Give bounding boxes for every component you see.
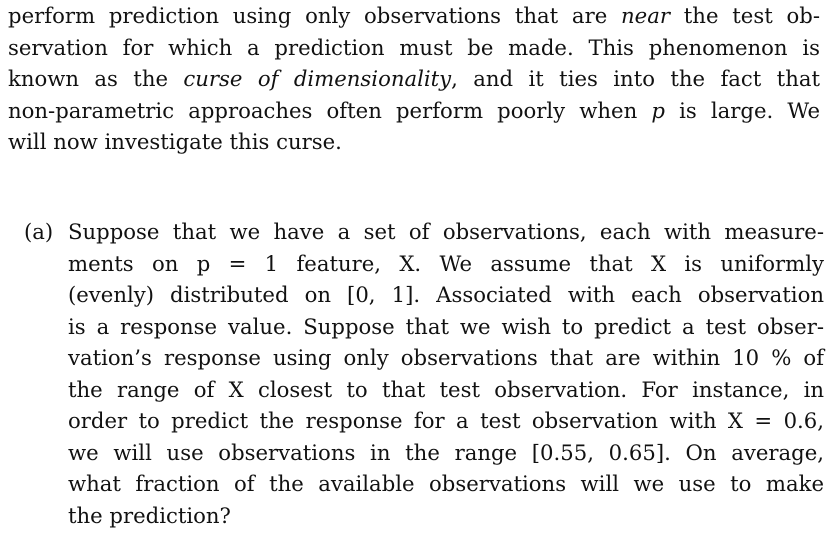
intro-line-5: will now investigate this curse. xyxy=(8,129,342,154)
emphasis-curse-of-dimensionality: curse of dimensionality xyxy=(183,66,452,91)
question-a-marker: (a) xyxy=(24,219,54,244)
question-a-line-3: (evenly) distributed on [0, 1]. Associat… xyxy=(68,282,824,307)
question-a-body: Suppose that we have a set of observatio… xyxy=(68,216,824,531)
intro-line-3: known as the curse of dimensionality, an… xyxy=(8,66,820,91)
question-a-line-8: we will use observations in the range [0… xyxy=(68,439,824,465)
question-a-line-6: the range of X closest to that test obse… xyxy=(68,376,824,402)
question-a-line-4: is a response value. Suppose that we wis… xyxy=(68,313,824,339)
math-p: p xyxy=(651,97,665,123)
intro-paragraph: perform prediction using only observatio… xyxy=(8,0,820,158)
question-a-line-5: vation’s response using only observation… xyxy=(68,345,824,370)
intro-line-4: non-parametric approaches often perform … xyxy=(8,97,820,123)
intro-line-2: servation for which a prediction must be… xyxy=(8,34,820,60)
question-a-line-2: ments on p = 1 feature, X. We assume tha… xyxy=(68,250,824,276)
question-a-line-1: Suppose that we have a set of observatio… xyxy=(68,219,824,244)
intro-line-1: perform prediction using only observatio… xyxy=(8,3,820,28)
question-a-line-10: the prediction? xyxy=(68,502,231,528)
question-a-line-7: order to predict the response for a test… xyxy=(68,408,824,433)
question-a-line-9: what fraction of the available observati… xyxy=(68,471,824,496)
emphasis-near: near xyxy=(621,3,670,28)
